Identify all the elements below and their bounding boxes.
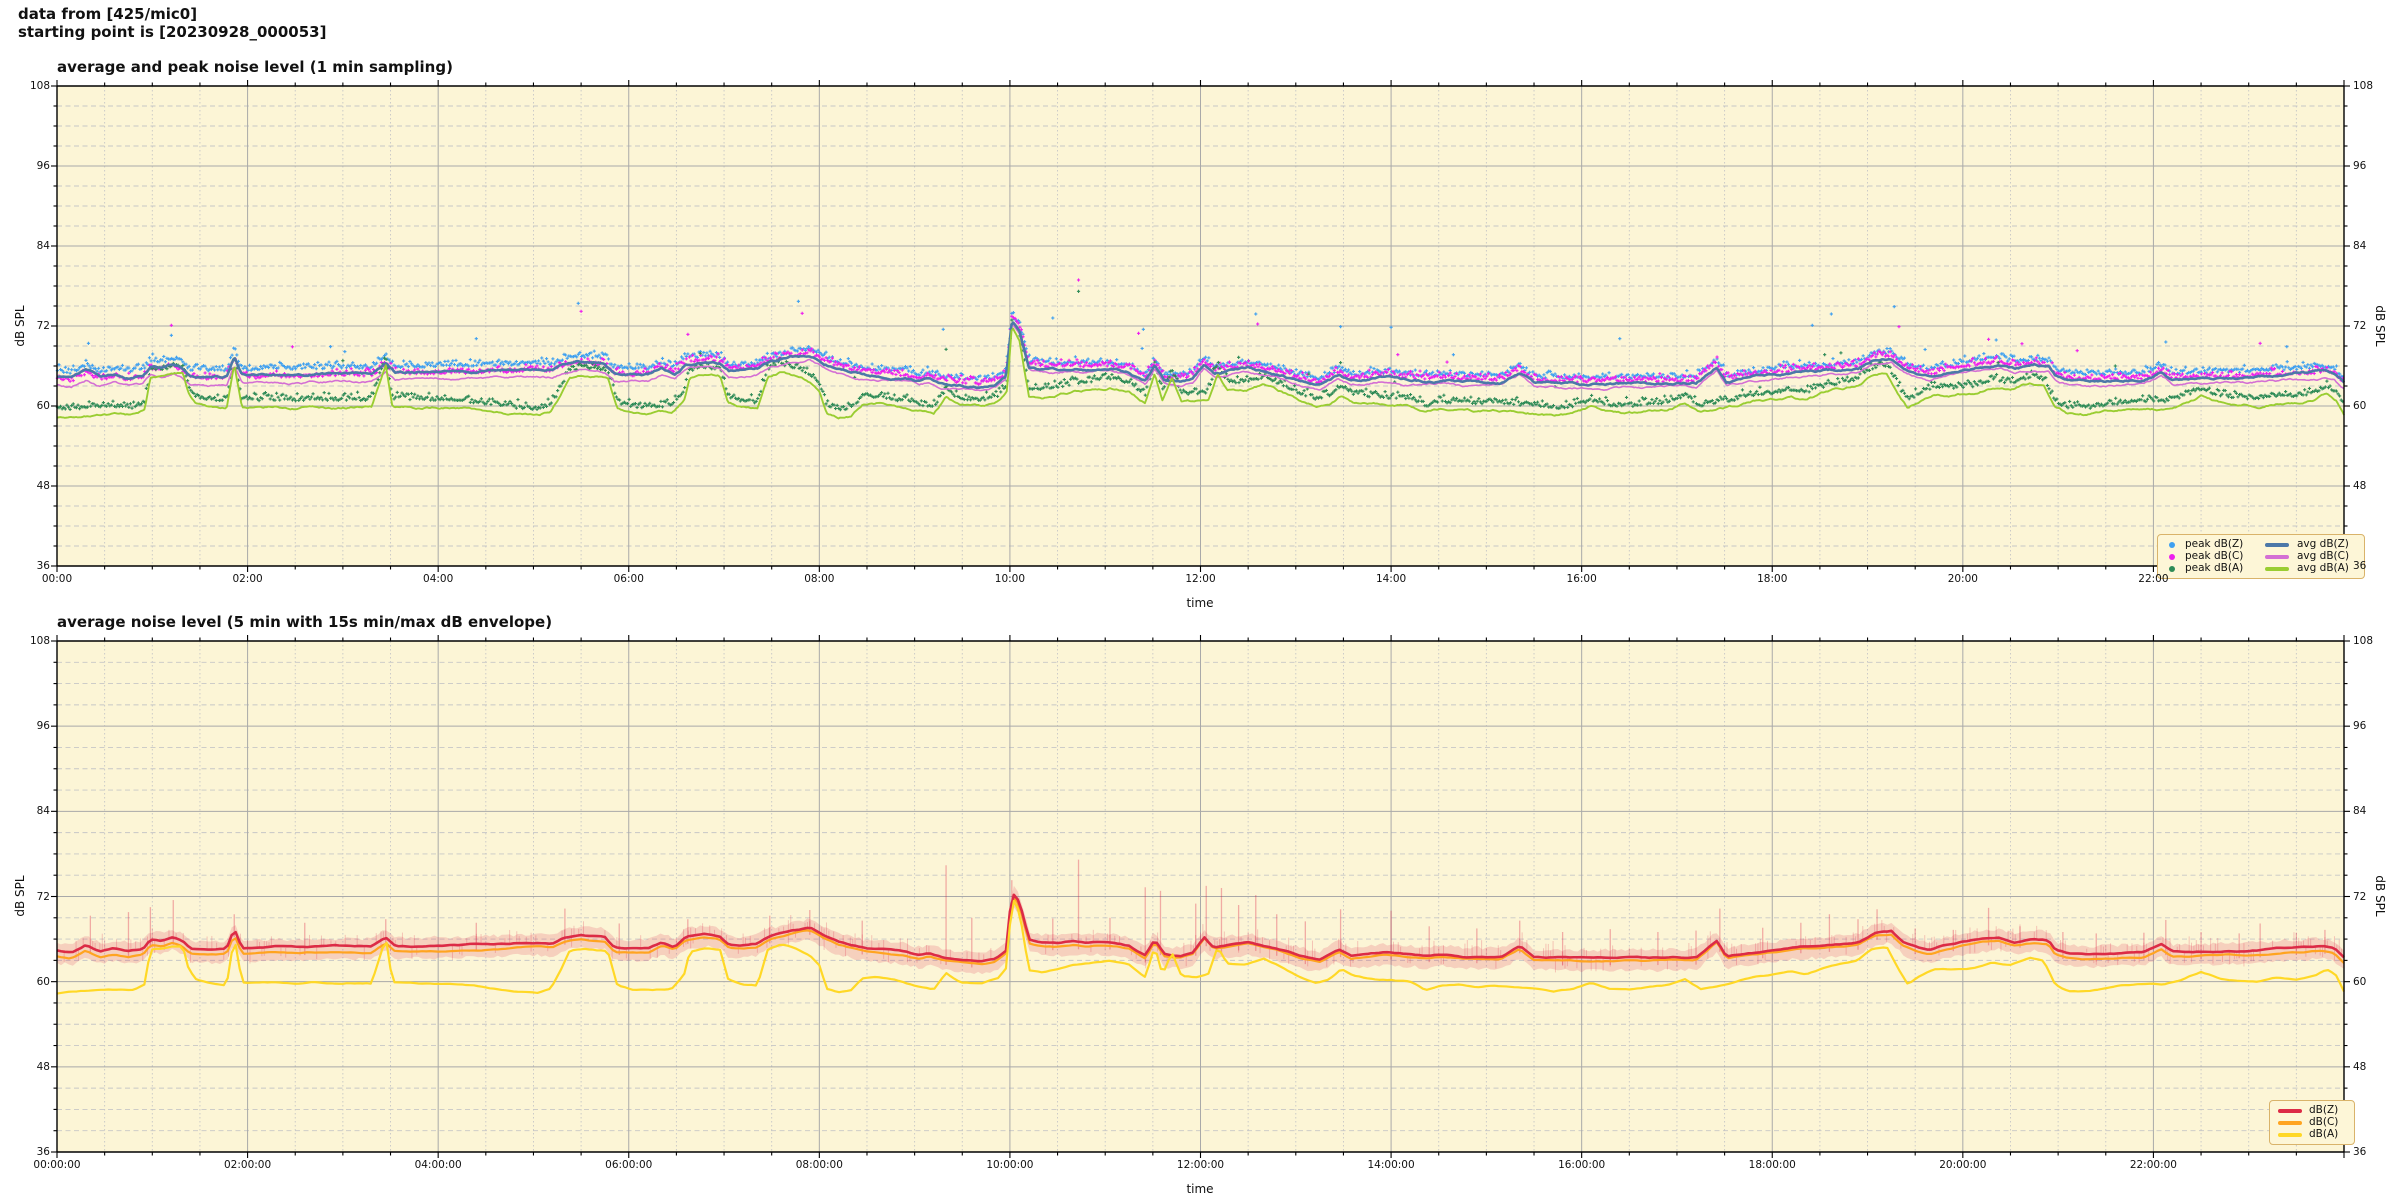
x-tick-label: 08:00:00 [795,1159,843,1171]
y-tick-label: 36 [36,560,50,572]
x-tick-label: 00:00 [41,573,73,585]
legend-label: avg dB(A) [2297,562,2349,574]
x-tick-label: 04:00 [423,573,454,585]
x-tick-label: 12:00 [1185,573,1216,585]
y-tick-label: 60 [36,400,50,412]
y-tick-label: 36 [2353,1146,2367,1158]
x-tick-label: 18:00:00 [1748,1159,1796,1171]
y-tick-label: 72 [36,320,50,332]
y-tick-label: 72 [36,890,50,903]
legend-label: peak dB(Z) [2185,538,2244,550]
y-tick-label: 96 [2353,160,2367,172]
y-tick-label: 48 [2353,480,2367,492]
legend-line-swatch [2265,554,2289,559]
y-tick-label: 72 [2353,320,2367,332]
legend-label: avg dB(Z) [2297,538,2349,550]
x-tick-label: 04:00:00 [414,1159,462,1171]
legend-line-swatch [2278,1120,2302,1125]
x-tick-label: 18:00 [1757,573,1788,585]
data-source-label: data from [425/mic0] [18,5,198,23]
x-tick-label: 00:00:00 [33,1159,81,1171]
legend-label: peak dB(C) [2185,550,2244,562]
chart2-xlabel: time [1186,1182,1214,1196]
x-tick-label: 14:00:00 [1367,1159,1415,1171]
y-tick-label: 108 [2353,80,2374,92]
x-tick-label: 22:00 [2138,573,2169,585]
legend-line-swatch [2278,1108,2302,1113]
legend-label: peak dB(A) [2185,562,2244,574]
chart1-xlabel: time [1186,596,1214,610]
chart1-plot-canvas [42,71,2359,581]
legend-label: dB(Z) [2309,1104,2339,1116]
y-tick-label: 84 [2353,805,2367,818]
y-tick-label: 108 [29,635,50,647]
y-tick-label: 108 [29,80,50,92]
legend-label: dB(C) [2309,1116,2339,1128]
y-tick-label: 84 [36,240,50,252]
y-tick-label: 36 [36,1146,50,1158]
chart2-plot-canvas [42,626,2359,1167]
y-tick-label: 60 [36,975,50,988]
legend-dot-swatch [2169,565,2175,572]
y-tick-label: 48 [36,480,50,492]
legend-line-swatch [2278,1132,2302,1137]
legend-dot-swatch [2169,541,2175,548]
x-tick-label: 06:00:00 [605,1159,653,1171]
y-tick-label: 60 [2353,975,2367,988]
y-tick-label: 72 [2353,890,2367,903]
y-tick-label: 84 [36,805,50,818]
start-point-label: starting point is [20230928_000053] [18,23,327,41]
y-tick-label: 96 [36,160,50,172]
x-tick-label: 20:00 [1947,573,1978,585]
legend-label: avg dB(C) [2297,550,2350,562]
chart2-legend: dB(Z) dB(C) dB(A) [2269,1100,2355,1145]
x-tick-label: 22:00:00 [2129,1159,2177,1171]
x-tick-label: 02:00 [232,573,263,585]
y-tick-label: 48 [2353,1060,2367,1073]
y-tick-label: 96 [36,720,50,733]
chart1-legend: peak dB(Z) avg dB(Z) peak dB(C) avg dB(C) pe… [2157,534,2365,579]
x-tick-label: 10:00:00 [986,1159,1034,1171]
y-tick-label: 48 [36,1060,50,1073]
x-tick-label: 08:00 [804,573,835,585]
x-tick-label: 20:00:00 [1939,1159,1987,1171]
legend-dot-swatch [2169,553,2175,560]
legend-label: dB(A) [2309,1128,2339,1140]
y-tick-label: 108 [2353,635,2374,647]
x-tick-label: 16:00:00 [1558,1159,1606,1171]
y-tick-label: 96 [2353,720,2367,733]
x-tick-label: 16:00 [1566,573,1597,585]
x-tick-label: 10:00 [994,573,1026,585]
y-tick-label: 36 [2353,560,2367,572]
legend-line-swatch [2265,566,2289,571]
x-tick-label: 12:00:00 [1176,1159,1225,1171]
x-tick-label: 02:00:00 [223,1159,272,1171]
y-tick-label: 60 [2353,400,2367,412]
x-tick-label: 14:00 [1375,573,1407,585]
x-tick-label: 06:00 [613,573,644,585]
legend-line-swatch [2265,542,2289,547]
y-tick-label: 84 [2353,240,2367,252]
